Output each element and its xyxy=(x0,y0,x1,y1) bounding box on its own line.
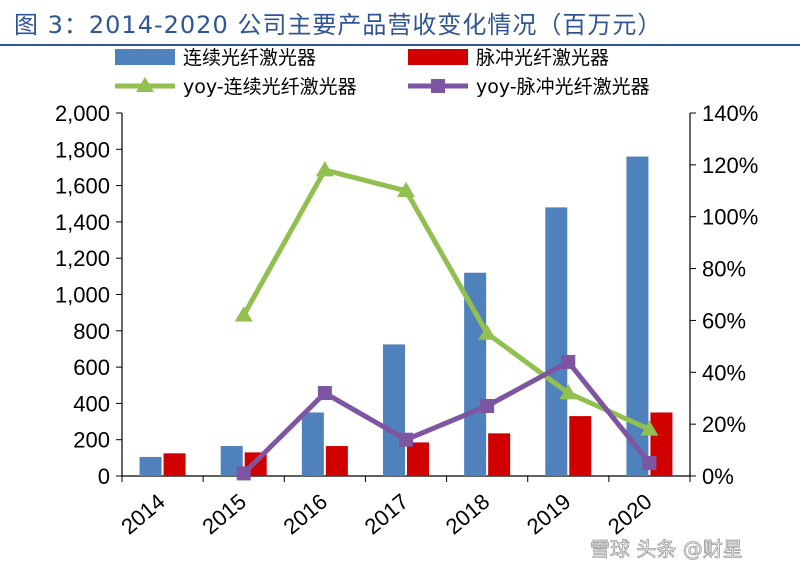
left-tick-label: 800 xyxy=(73,319,110,344)
marker-square xyxy=(642,456,657,471)
x-tick-label: 2020 xyxy=(603,489,657,540)
legend-marker-triangle xyxy=(136,77,154,92)
legend-marker-square xyxy=(431,79,445,93)
legend-swatch-bar xyxy=(115,49,175,65)
marker-triangle xyxy=(478,324,497,340)
line-yoy-pulse xyxy=(241,359,652,476)
legend-label: 连续光纤激光器 xyxy=(183,47,316,69)
left-tick-label: 1,400 xyxy=(55,210,110,235)
legend-swatch-bar xyxy=(408,49,468,65)
marker-triangle xyxy=(315,161,334,177)
x-tick-label: 2016 xyxy=(279,489,333,540)
left-tick-label: 600 xyxy=(73,355,110,380)
left-tick-label: 1,000 xyxy=(55,283,110,308)
marker-square xyxy=(236,466,251,481)
marker-square xyxy=(561,354,576,369)
right-tick-label: 60% xyxy=(702,308,746,333)
x-tick-label: 2019 xyxy=(522,489,576,540)
x-tick-label: 2014 xyxy=(116,489,170,540)
title-divider xyxy=(0,44,800,46)
bar-continuous xyxy=(301,412,324,476)
line-series-group xyxy=(234,161,659,481)
bar-pulse xyxy=(569,416,592,476)
bar-pulse xyxy=(163,453,186,476)
left-tick-label: 200 xyxy=(73,428,110,453)
right-tick-label: 0% xyxy=(702,464,734,489)
legend-label: 脉冲光纤激光器 xyxy=(476,47,609,69)
chart-legend: 连续光纤激光器 脉冲光纤激光器 yoy-连续光纤激光器 yoy-脉冲光纤激光器 xyxy=(115,47,650,98)
figure-title: 图 3：2014-2020 公司主要产品营收变化情况（百万元） xyxy=(14,11,663,39)
bar-pulse xyxy=(488,433,511,476)
marker-triangle xyxy=(559,384,578,400)
left-tick-label: 400 xyxy=(73,391,110,416)
legend-label: yoy-脉冲光纤激光器 xyxy=(476,76,650,98)
bar-series-group xyxy=(139,156,673,476)
watermark-text: 雪球 头条 @财星 xyxy=(590,537,743,561)
marker-square xyxy=(317,386,332,401)
right-tick-label: 100% xyxy=(702,205,758,230)
x-tick-label: 2015 xyxy=(197,489,251,540)
bar-pulse xyxy=(325,446,348,476)
marker-triangle xyxy=(234,306,253,322)
left-tick-label: 1,800 xyxy=(55,137,110,162)
bar-continuous xyxy=(626,156,649,476)
left-tick-label: 1,600 xyxy=(55,174,110,199)
marker-square xyxy=(399,432,413,447)
left-tick-label: 2,000 xyxy=(55,101,110,126)
right-tick-label: 20% xyxy=(702,412,746,437)
legend-label: yoy-连续光纤激光器 xyxy=(183,76,357,98)
x-tick-label: 2017 xyxy=(360,489,414,540)
bar-pulse xyxy=(407,442,429,476)
right-tick-label: 140% xyxy=(702,101,758,126)
right-tick-label: 120% xyxy=(702,153,758,178)
bar-continuous xyxy=(545,207,568,476)
bar-continuous xyxy=(383,344,405,476)
marker-square xyxy=(480,398,495,413)
left-tick-label: 1,200 xyxy=(55,246,110,271)
marker-triangle xyxy=(397,181,415,198)
right-tick-label: 40% xyxy=(702,360,746,385)
bar-continuous xyxy=(139,456,162,476)
line-yoy-continuous xyxy=(241,167,651,432)
figure-header: 图 3：2014-2020 公司主要产品营收变化情况（百万元） xyxy=(0,0,800,46)
left-tick-label: 0 xyxy=(98,464,110,489)
marker-triangle xyxy=(640,420,659,436)
right-tick-label: 80% xyxy=(702,257,746,282)
x-tick-label: 2018 xyxy=(441,489,495,540)
